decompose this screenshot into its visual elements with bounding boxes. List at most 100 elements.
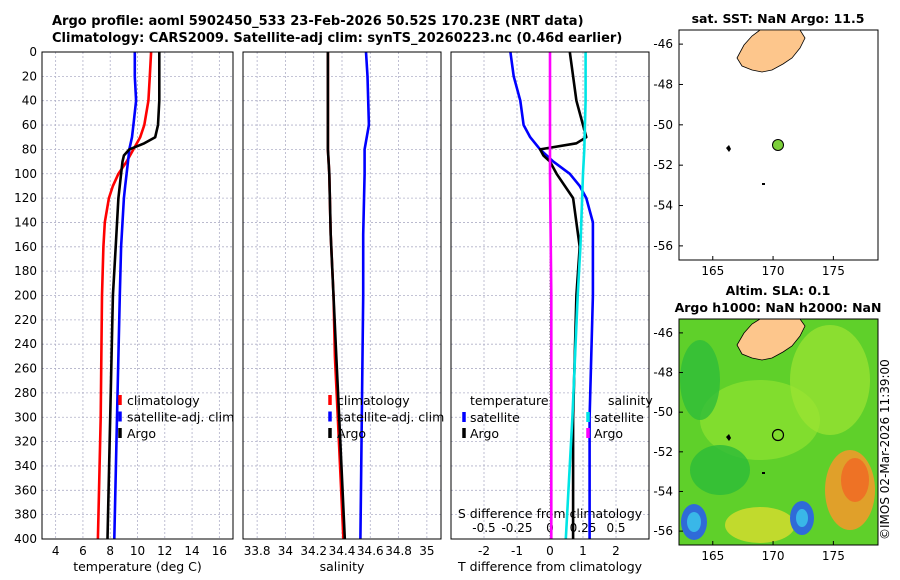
depth-tick-label: 240 — [14, 337, 37, 351]
sla-map-title-2: Argo h1000: NaN h2000: NaN — [675, 300, 882, 315]
map-lat-label: -50 — [653, 118, 673, 132]
depth-tick-label: 180 — [14, 264, 37, 278]
sla-patch — [796, 509, 808, 527]
depth-tick-label: 300 — [14, 410, 37, 424]
chart-panel-salinity: 33.8 34 34.2 34.4 34.6 34.8 35 salinity climatol… — [242, 51, 444, 574]
depth-tick-label: 0 — [29, 45, 37, 59]
depth-tick-label: 40 — [22, 94, 37, 108]
x-tick-label: 33.8 — [244, 544, 271, 558]
x2-tick-label: 0.5 — [606, 521, 625, 535]
map-lat-label: -54 — [653, 484, 673, 498]
land-mass — [736, 29, 806, 73]
legend-label: climatology — [337, 393, 410, 408]
argo-location-marker — [772, 139, 784, 151]
x-tick-label: 35 — [419, 544, 434, 558]
sla-patch — [790, 325, 870, 435]
series-line-salinity-argo — [548, 52, 553, 539]
x-tick-label: -2 — [478, 544, 490, 558]
argo-location-marker — [771, 428, 785, 442]
depth-tick-label: 20 — [22, 69, 37, 83]
map-lat-label: -48 — [653, 366, 673, 380]
series-line-temperature-satellite — [509, 51, 595, 539]
legend-label: Argo — [337, 426, 366, 441]
x-tick-label: 6 — [79, 544, 87, 558]
x-tick-label: -1 — [511, 544, 523, 558]
sla-map: Altim. SLA: 0.1 Argo h1000: NaN h2000: N… — [653, 283, 881, 563]
plot-frame — [41, 51, 234, 540]
x-tick-label: 34 — [278, 544, 293, 558]
map-lat-label: -52 — [653, 158, 673, 172]
depth-tick-label: 360 — [14, 483, 37, 497]
map-lat-label: -52 — [653, 445, 673, 459]
sla-patch — [700, 380, 820, 460]
legend-label: satellite-adj. clim — [127, 410, 234, 425]
x-axis-label: temperature (deg C) — [73, 559, 202, 574]
depth-tick-label: 220 — [14, 313, 37, 327]
map-lon-label: 175 — [822, 264, 845, 278]
depth-tick-label: 100 — [14, 167, 37, 181]
x-tick-label: 34.4 — [329, 544, 356, 558]
x-tick-label: 10 — [130, 544, 145, 558]
depth-tick-label: 60 — [22, 118, 37, 132]
legend-label: Argo — [127, 426, 156, 441]
x-axis-label: salinity — [320, 559, 365, 574]
depth-tick-label: 340 — [14, 459, 37, 473]
chart-panel-temperature: 0 20 40 60 80 100 120 140 160 180 200 220 240 260 280 3… — [14, 45, 234, 574]
legend-title-salinity: salinity — [608, 393, 653, 408]
depth-tick-label: 200 — [14, 289, 37, 303]
legend-title-temperature: temperature — [470, 393, 549, 408]
series-line-satellite-adj-clim — [359, 51, 371, 540]
imos-timestamp: ©IMOS 02-Mar-2026 11:39:00 — [878, 359, 892, 540]
series-line-satellite-adj-clim — [113, 52, 138, 540]
map-lat-label: -50 — [653, 405, 673, 419]
x-tick-label: 14 — [184, 544, 199, 558]
legend-label: satellite — [594, 410, 644, 425]
legend-label: Argo — [470, 426, 499, 441]
series-line-argo — [326, 52, 347, 540]
sla-map-title-1: Altim. SLA: 0.1 — [726, 283, 831, 298]
map-lat-label: -46 — [653, 326, 673, 340]
series-line-argo — [106, 52, 161, 540]
depth-tick-label: 120 — [14, 191, 37, 205]
x-tick-label: 2 — [612, 544, 620, 558]
sst-map-title: sat. SST: NaN Argo: 11.5 — [692, 11, 865, 26]
x-tick-label: 12 — [157, 544, 172, 558]
sla-patch — [680, 340, 720, 420]
land-mass — [736, 319, 806, 361]
x2-tick-label: -0.25 — [501, 521, 532, 535]
map-lon-label: 165 — [701, 264, 724, 278]
sst-map: sat. SST: NaN Argo: 11.5 165 170 175 -46 -48… — [653, 11, 879, 278]
x-axis-label: T difference from climatology — [457, 559, 643, 574]
sla-patch — [690, 445, 750, 495]
plot-frame — [242, 51, 442, 540]
map-lat-label: -54 — [653, 199, 673, 213]
depth-tick-label: 260 — [14, 362, 37, 376]
x-tick-label: 34.8 — [385, 544, 412, 558]
legend-label: satellite — [470, 410, 520, 425]
title-line-1: Argo profile: aoml 5902450_533 23-Feb-20… — [52, 14, 584, 29]
x-tick-label: 4 — [52, 544, 60, 558]
depth-tick-label: 380 — [14, 508, 37, 522]
small-island — [762, 472, 765, 474]
depth-tick-label: 320 — [14, 435, 37, 449]
depth-tick-label: 140 — [14, 215, 37, 229]
map-lat-label: -56 — [653, 524, 673, 538]
x2-tick-label: -0.5 — [472, 521, 495, 535]
title-line-2: Climatology: CARS2009. Satellite-adj cli… — [52, 31, 623, 46]
depth-tick-label: 280 — [14, 386, 37, 400]
legend-label: satellite-adj. clim — [337, 410, 444, 425]
depth-tick-label: 400 — [14, 532, 37, 546]
plot-frame — [450, 51, 650, 540]
x-tick-label: 0 — [546, 544, 554, 558]
map-lon-label: 170 — [762, 549, 785, 563]
map-lon-label: 170 — [762, 264, 785, 278]
x-tick-label: 1 — [579, 544, 587, 558]
sla-patch — [841, 458, 869, 502]
series-line-climatology — [96, 51, 153, 540]
sla-patch — [725, 507, 795, 543]
depth-tick-label: 160 — [14, 240, 37, 254]
x-tick-label: 8 — [106, 544, 114, 558]
depth-tick-label: 80 — [22, 142, 37, 156]
sla-patch — [687, 512, 701, 532]
